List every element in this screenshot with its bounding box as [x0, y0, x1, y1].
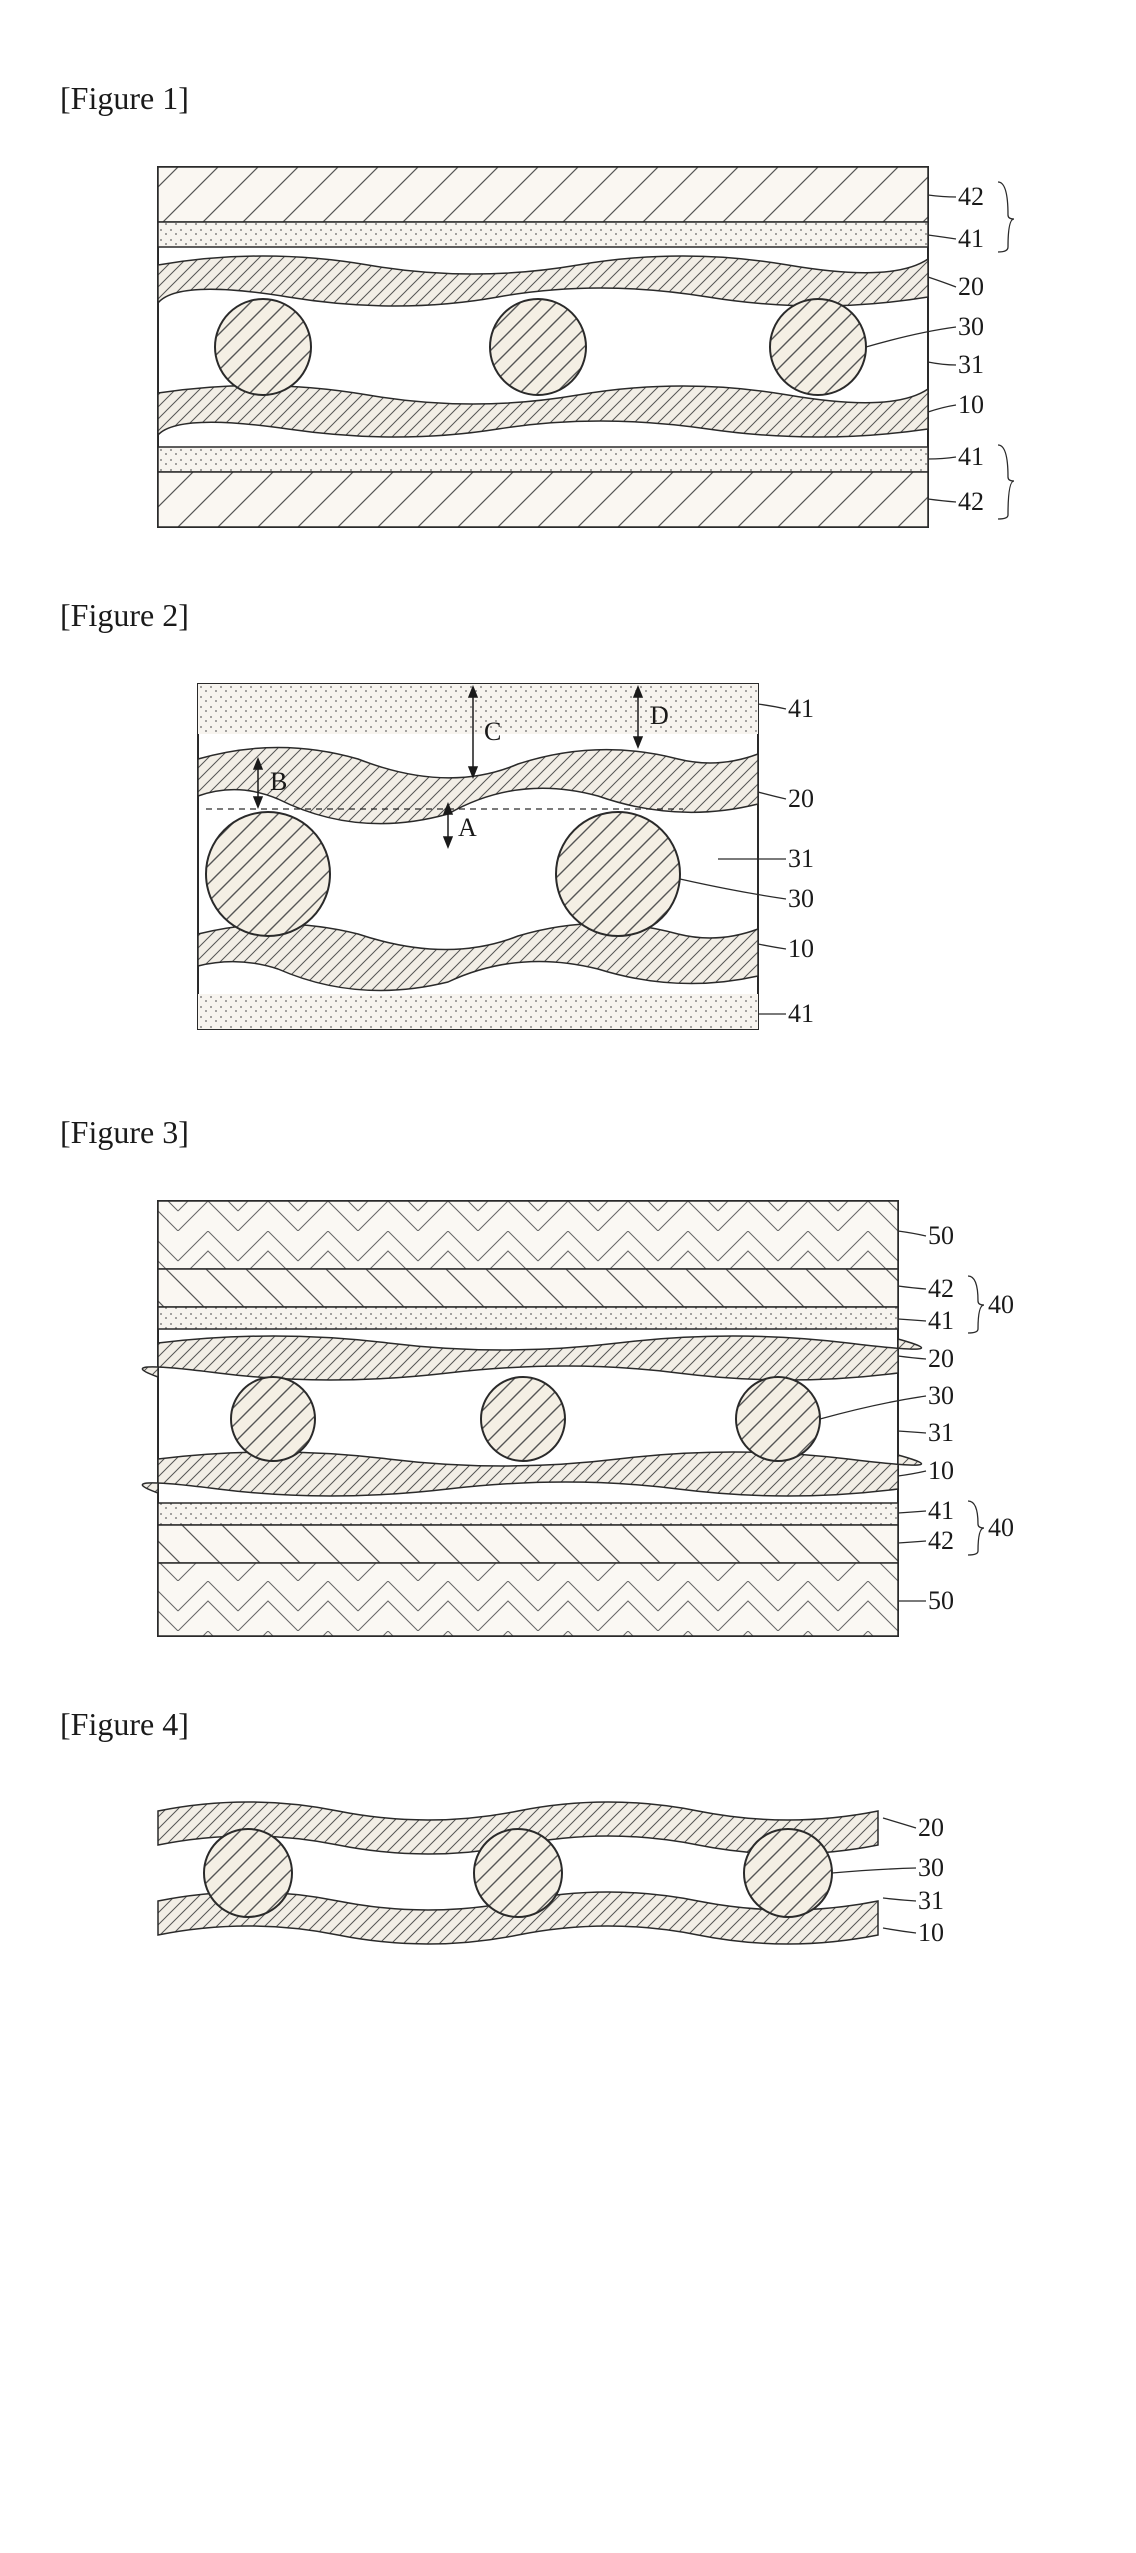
fig1-label-10: 10: [958, 390, 984, 419]
fig3-label-50-bot: 50: [928, 1586, 954, 1615]
fig4-label-31: 31: [918, 1886, 944, 1915]
fig3-label-50-top: 50: [928, 1221, 954, 1250]
fig4-label-30: 30: [918, 1853, 944, 1882]
fig4-label-10: 10: [918, 1918, 944, 1947]
fig3-label-40-bot: 40: [988, 1513, 1014, 1542]
figure-2-svg: A B C D 41 20 31 30 10 41: [158, 664, 978, 1064]
fig2-dim-C: C: [484, 717, 501, 746]
fig1-label-31: 31: [958, 350, 984, 379]
fig1-label-42-bot: 42: [958, 487, 984, 516]
fig2-label-31: 31: [788, 844, 814, 873]
fig2-dim-D: D: [650, 701, 669, 730]
figure-3-svg: 50 42 41 40 20 30 31 10 41 42 40 50: [118, 1181, 1018, 1656]
figure-1-svg: 42 41 40 20 30 31 10 41 42 40: [118, 147, 1018, 547]
figure-3-label: [Figure 3]: [60, 1114, 1076, 1151]
fig3-label-31: 31: [928, 1418, 954, 1447]
figure-4-label: [Figure 4]: [60, 1706, 1076, 1743]
fig3-label-10: 10: [928, 1456, 954, 1485]
fig1-label-41-top: 41: [958, 224, 984, 253]
fig2-dim-A: A: [458, 813, 477, 842]
fig2-label-41-bot: 41: [788, 999, 814, 1028]
fig3-label-42-bot: 42: [928, 1526, 954, 1555]
fig3-label-20: 20: [928, 1344, 954, 1373]
fig2-label-30: 30: [788, 884, 814, 913]
fig3-label-41-top: 41: [928, 1306, 954, 1335]
fig1-label-30: 30: [958, 312, 984, 341]
fig4-label-20: 20: [918, 1813, 944, 1842]
fig1-label-20: 20: [958, 272, 984, 301]
fig2-label-10: 10: [788, 934, 814, 963]
fig3-label-41-bot: 41: [928, 1496, 954, 1525]
fig2-label-20: 20: [788, 784, 814, 813]
figure-4-svg: 20 30 31 10: [118, 1773, 1018, 1983]
fig1-label-42-top: 42: [958, 182, 984, 211]
fig3-label-42-top: 42: [928, 1274, 954, 1303]
fig3-label-30: 30: [928, 1381, 954, 1410]
fig1-label-41-bot: 41: [958, 442, 984, 471]
fig2-label-41-top: 41: [788, 694, 814, 723]
fig3-label-40-top: 40: [988, 1290, 1014, 1319]
fig2-dim-B: B: [270, 767, 287, 796]
figure-1-label: [Figure 1]: [60, 80, 1076, 117]
figure-2-label: [Figure 2]: [60, 597, 1076, 634]
